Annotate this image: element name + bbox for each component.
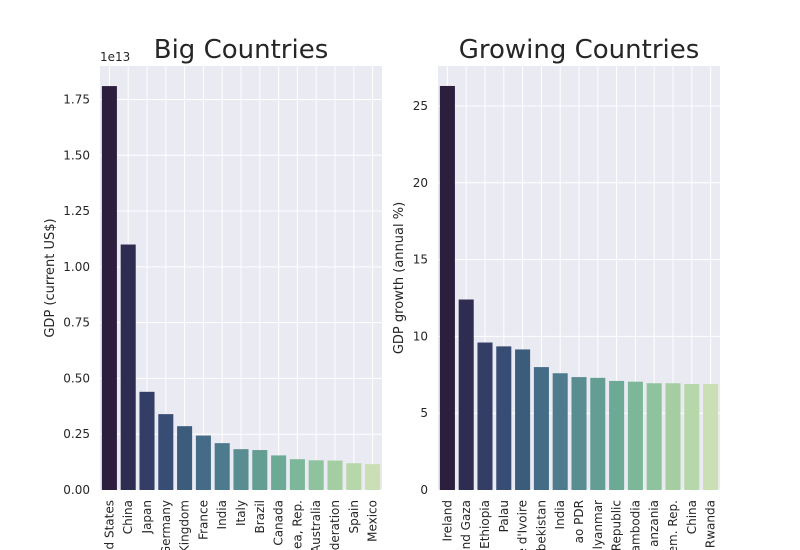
bar — [158, 414, 174, 490]
bar — [665, 383, 681, 490]
y-tick-label: 25 — [413, 99, 428, 113]
x-tick-label: Mexico — [366, 500, 380, 542]
x-tick-label: anzania — [647, 500, 661, 547]
y-tick-label: 10 — [413, 329, 428, 343]
bar — [571, 377, 587, 490]
x-tick-label: China — [685, 500, 699, 534]
bar — [289, 459, 305, 490]
y-tick-label: 0 — [420, 483, 428, 497]
x-tick-label: Spain — [347, 500, 361, 534]
bar — [271, 455, 287, 490]
bar — [458, 299, 474, 490]
y-tick-label: 0.25 — [63, 427, 90, 441]
chart-big-countries: 0.00 0.25 0.50 0.75 1.00 1.25 1.50 1.75 d State… — [43, 35, 382, 550]
bar — [120, 244, 136, 490]
x-tick-label: Australia — [309, 500, 323, 550]
bar — [646, 383, 662, 490]
bar — [703, 384, 719, 490]
y-tick-label: 20 — [413, 176, 428, 190]
x-tick-label: ao PDR — [572, 500, 586, 543]
chart-growing-countries: 0 5 10 15 20 25 Ireland nd Gaza Ethiopia Palau e … — [392, 35, 720, 550]
bar — [439, 85, 455, 491]
y-axis-offset-text: 1e13 — [100, 50, 130, 64]
x-tick-label: ambodia — [628, 500, 642, 550]
bar — [139, 391, 155, 490]
y-tick-label: 1.25 — [63, 204, 90, 218]
bar — [327, 460, 343, 490]
x-tick-label: China — [121, 500, 135, 534]
x-tick-label: d States — [102, 500, 116, 549]
y-tick-label: 1.75 — [63, 92, 90, 106]
x-tick-label: bekistan — [534, 500, 548, 550]
x-tick-label: Japan — [140, 500, 154, 534]
x-tick-label: Germany — [159, 500, 173, 550]
x-tick-label: India — [553, 500, 567, 529]
y-tick-label: 1.50 — [63, 148, 90, 162]
bar — [609, 380, 625, 490]
bar — [590, 377, 606, 490]
x-tick-label: ederation — [328, 500, 342, 550]
x-tick-label: nd Gaza — [459, 500, 473, 549]
x-tick-label: Italy — [234, 500, 248, 526]
bar — [533, 367, 549, 490]
x-tick-label: India — [215, 500, 229, 529]
x-tick-label: France — [196, 500, 210, 540]
chart-title-big-countries: Big Countries — [154, 35, 329, 65]
bar — [101, 86, 117, 490]
bar — [195, 435, 211, 490]
bar — [552, 373, 568, 490]
x-tick-label: Ireland — [440, 500, 454, 542]
x-tick-label: ea, Rep. — [290, 500, 304, 549]
x-tick-label: Canada — [272, 500, 286, 546]
bar — [252, 450, 268, 490]
bar — [627, 381, 643, 490]
y-tick-label: 1.00 — [63, 260, 90, 274]
x-tick-label: lyanmar — [591, 500, 605, 549]
x-tick-label: em. Rep. — [666, 500, 680, 550]
x-tick-label: Republic — [610, 500, 624, 550]
y-tick-label: 15 — [413, 253, 428, 267]
x-tick-label: Brazil — [253, 500, 267, 534]
y-tick-label: 0.00 — [63, 483, 90, 497]
bar — [308, 460, 324, 490]
y-tick-label: 0.75 — [63, 316, 90, 330]
x-tick-label: e d'Ivoire — [516, 500, 530, 550]
x-tick-label: Ethiopia — [478, 500, 492, 549]
bar — [515, 349, 531, 490]
x-tick-label: Palau — [497, 500, 511, 532]
bar — [177, 426, 193, 490]
bar — [477, 342, 493, 490]
bar — [233, 449, 249, 490]
y-tick-label: 0.50 — [63, 371, 90, 385]
y-tick-label: 5 — [420, 406, 428, 420]
y-axis-label-big-countries: GDP (current US$) — [43, 218, 58, 337]
x-tick-label: Rwanda — [704, 500, 718, 548]
bar — [684, 384, 700, 490]
y-axis-label-growing-countries: GDP growth (annual %) — [392, 202, 407, 354]
bar — [496, 346, 512, 490]
bar — [365, 464, 381, 490]
bar — [214, 443, 230, 490]
bar — [346, 463, 362, 490]
chart-title-growing-countries: Growing Countries — [459, 35, 700, 65]
x-tick-label: Kingdom — [178, 500, 192, 550]
